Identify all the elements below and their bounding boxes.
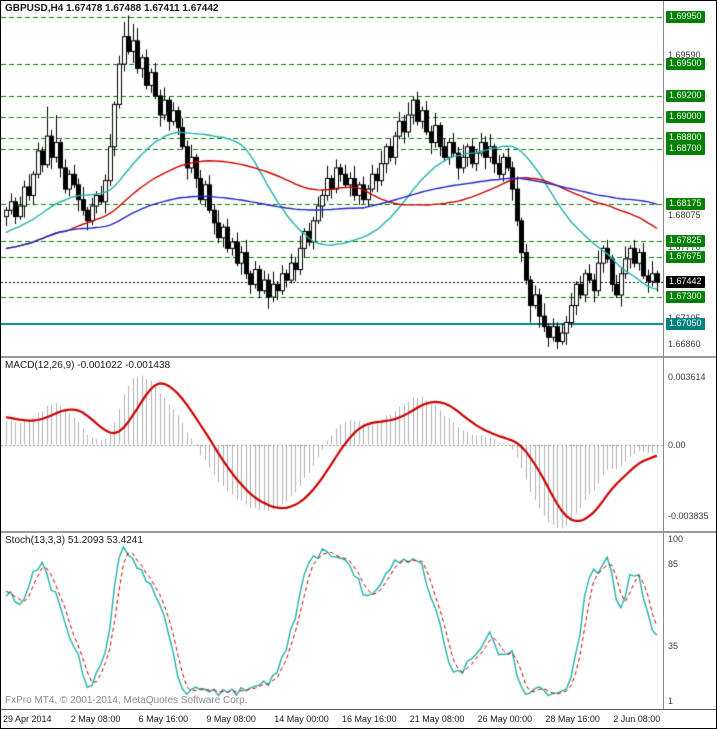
price-level-badge: 1.69000 <box>666 111 705 124</box>
price-axis-tick: 1.68075 <box>668 210 701 221</box>
time-axis-label: 28 May 16:00 <box>545 714 600 724</box>
time-axis-label: 2 Jun 08:00 <box>613 714 661 724</box>
time-axis-label: 2 May 08:00 <box>70 714 121 724</box>
price-level-badge: 1.68700 <box>666 142 705 155</box>
price-level-badge: 1.67675 <box>666 251 705 264</box>
stochastic-axis-tick: 1 <box>668 696 674 707</box>
macd-axis-tick: 0.003614 <box>668 371 706 382</box>
price-level-badge: 1.68800 <box>666 132 705 145</box>
macd-axis: 0.003614 0.00 -0.003835 <box>664 358 716 531</box>
macd-axis-tick: 0.00 <box>668 439 686 450</box>
price-axis: 1.695901.680751.677701.671051.668601.699… <box>664 1 716 356</box>
price-axis-separator <box>663 1 664 709</box>
price-level-badge: 1.67300 <box>666 291 705 304</box>
price-level-badge: 1.69200 <box>666 89 705 102</box>
bid-price-badge: 1.67442 <box>666 276 705 289</box>
time-axis-label: 26 May 00:00 <box>477 714 533 724</box>
stochastic-axis-tick: 100 <box>668 534 684 544</box>
stochastic-axis: 100 85 35 1 <box>664 533 716 709</box>
panel-separator[interactable] <box>1 531 716 533</box>
price-level-badge: 1.67825 <box>666 235 705 248</box>
price-axis-tick: 1.69590 <box>668 49 701 60</box>
price-level-badge: 1.69950 <box>666 10 705 23</box>
time-axis-label: 16 May 16:00 <box>342 714 397 724</box>
time-axis: 29 Apr 2014 2 May 08:00 6 May 16:00 9 May 0… <box>1 709 716 728</box>
price-panel: GBPUSD,H4 1.67478 1.67488 1.67411 1.6744… <box>1 1 716 356</box>
price-axis-tick: 1.67770 <box>668 242 701 253</box>
stochastic-panel-header: Stoch(13,3,3) 51.2093 53.4241 <box>5 535 143 546</box>
stochastic-chart-canvas[interactable] <box>1 533 663 709</box>
stochastic-panel: Stoch(13,3,3) 51.2093 53.4241 100 85 35 1 F… <box>1 533 716 709</box>
time-axis-label: 14 May 00:00 <box>274 714 329 724</box>
time-axis-label: 21 May 08:00 <box>409 714 465 724</box>
macd-chart-canvas[interactable] <box>1 358 663 531</box>
stochastic-axis-tick: 35 <box>668 640 679 651</box>
time-axis-label: 6 May 16:00 <box>138 714 189 724</box>
support-level-badge: 1.67050 <box>666 317 705 330</box>
platform-copyright: FxPro MT4, © 2001-2014, MetaQuotes Softw… <box>5 695 248 706</box>
macd-panel-header: MACD(12,26,9) -0.001022 -0.001438 <box>5 360 171 371</box>
time-axis-label: 9 May 08:00 <box>206 714 256 724</box>
price-level-badge: 1.68175 <box>666 198 705 211</box>
price-panel-header: GBPUSD,H4 1.67478 1.67488 1.67411 1.6744… <box>5 3 219 14</box>
stochastic-axis-tick: 85 <box>668 558 679 569</box>
macd-panel: MACD(12,26,9) -0.001022 -0.001438 0.0036… <box>1 358 716 531</box>
price-level-badge: 1.69500 <box>666 58 705 71</box>
price-axis-tick: 1.66860 <box>668 338 701 349</box>
time-axis-label: 29 Apr 2014 <box>3 714 52 724</box>
panel-separator[interactable] <box>1 356 716 358</box>
price-chart-canvas[interactable] <box>1 1 663 356</box>
macd-axis-tick: -0.003835 <box>668 511 709 522</box>
